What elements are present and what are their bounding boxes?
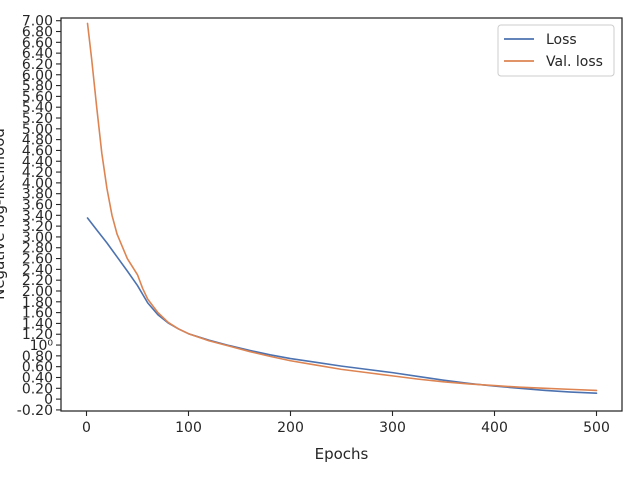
series-layer	[86, 22, 598, 394]
y-tick-label: 6.80	[22, 25, 53, 41]
y-tick-label: 0	[44, 392, 53, 408]
y-tick-label: 5.80	[22, 79, 53, 95]
x-axis-label: Epochs	[315, 445, 369, 463]
plot-frame	[60, 17, 623, 412]
y-axis-ticks: -0.2000.200.400.600.8010⁰1.201.401.601.8…	[17, 14, 61, 419]
y-tick-label: 4.20	[22, 165, 53, 181]
x-tick-label: 0	[82, 420, 91, 436]
y-tick-label: 3.80	[22, 187, 53, 203]
series-line-2	[86, 22, 598, 392]
y-tick-label: 1.60	[22, 306, 53, 322]
plot-area	[61, 18, 622, 411]
y-tick-label: 1.20	[22, 327, 53, 343]
y-tick-label: 1.40	[22, 316, 53, 332]
y-tick-label: 4.80	[22, 133, 53, 149]
legend-label: Val. loss	[546, 54, 603, 70]
y-tick-label: 6.60	[22, 35, 53, 51]
y-tick-label: 5.20	[22, 111, 53, 127]
y-tick-label: 5.00	[22, 122, 53, 138]
y-tick-label: 6.20	[22, 57, 53, 73]
y-tick-label: 4.40	[22, 154, 53, 170]
y-tick-label: 3.20	[22, 219, 53, 235]
y-tick-label: 2.20	[22, 273, 53, 289]
y-tick-label: 0.80	[22, 349, 53, 365]
y-tick-label: 5.40	[22, 100, 53, 116]
y-tick-label: 4.00	[22, 176, 53, 192]
x-tick-label: 500	[583, 420, 610, 436]
y-tick-label: 4.60	[22, 143, 53, 159]
y-tick-label: -0.20	[17, 403, 53, 419]
y-tick-label: 5.60	[22, 89, 53, 105]
y-tick-label: 3.00	[22, 230, 53, 246]
y-tick-label: 7.00	[22, 14, 53, 30]
y-tick-label: 0.40	[22, 370, 53, 386]
x-tick-label: 200	[277, 420, 304, 436]
legend-label: Loss	[546, 32, 577, 48]
y-tick-label: 6.00	[22, 68, 53, 84]
y-tick-label: 1.80	[22, 295, 53, 311]
y-tick-label: 6.40	[22, 46, 53, 62]
y-tick-label: 3.60	[22, 197, 53, 213]
y-tick-label: 10⁰	[30, 338, 54, 354]
y-tick-label: 3.40	[22, 208, 53, 224]
legend-box	[497, 24, 615, 77]
x-tick-label: 300	[379, 420, 406, 436]
y-tick-label: 0.20	[22, 381, 53, 397]
y-tick-label: 2.80	[22, 241, 53, 257]
y-tick-label: 2.60	[22, 252, 53, 268]
y-tick-label: 2.00	[22, 284, 53, 300]
x-axis-ticks: 0 100 200 300 400 500	[82, 411, 610, 436]
x-tick-label: 100	[175, 420, 202, 436]
x-tick-label: 400	[481, 420, 508, 436]
y-tick-label: 2.40	[22, 262, 53, 278]
legend: Loss Val. loss	[497, 24, 615, 77]
y-tick-label: 0.60	[22, 360, 53, 376]
y-axis-label: Negative log-likelihood	[0, 128, 8, 300]
